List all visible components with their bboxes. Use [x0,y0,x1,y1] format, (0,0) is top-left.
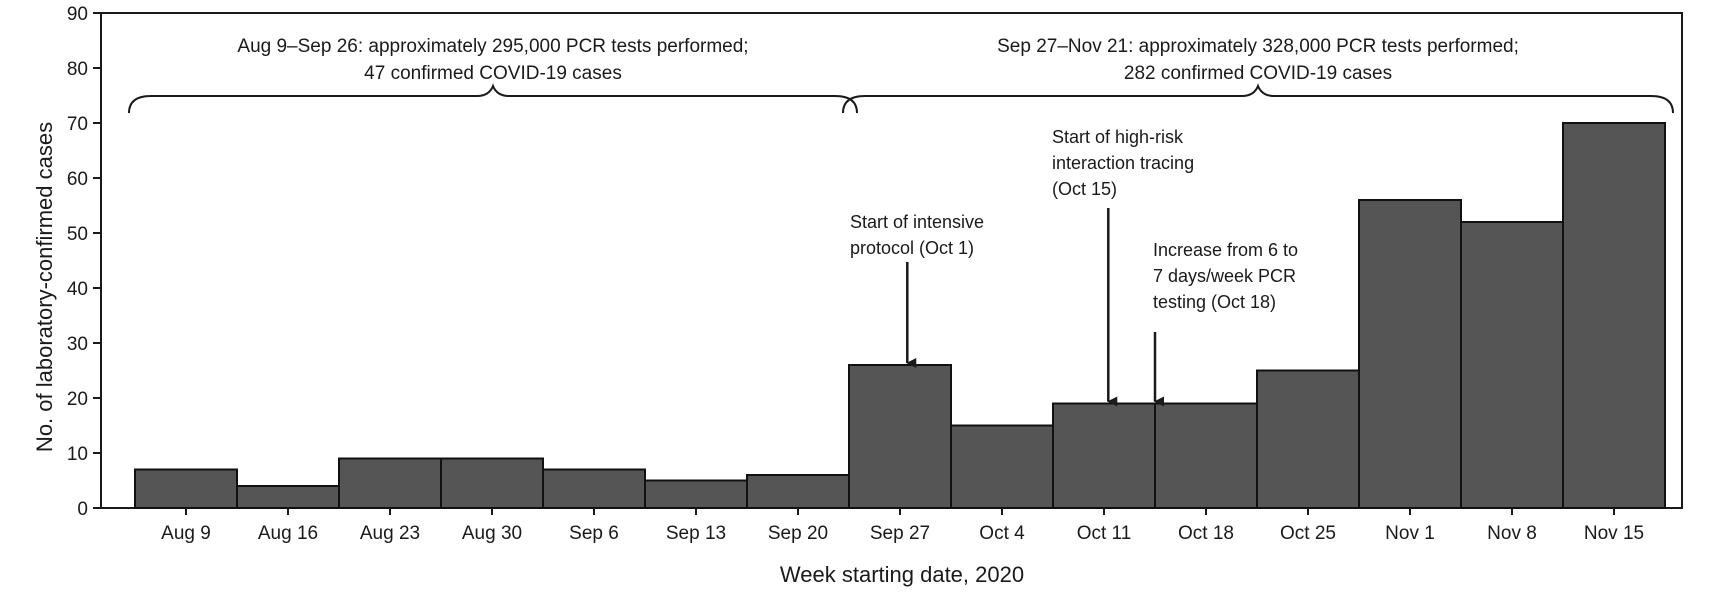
annotation-label: testing (Oct 18) [1153,292,1276,312]
annotation-label: protocol (Oct 1) [850,238,974,258]
annotation-label: Start of intensive [850,212,984,232]
period-label: Sep 27–Nov 21: approximately 328,000 PCR… [997,36,1519,57]
x-axis-title: Week starting date, 2020 [780,562,1024,587]
y-tick-label: 40 [67,279,88,300]
bar [236,485,340,509]
annotation-label: Increase from 6 to [1153,240,1298,260]
bar [542,468,646,509]
y-tick-label: 30 [67,334,88,355]
x-tick-label: Aug 9 [161,523,211,544]
bar [746,474,850,509]
bar [1562,122,1666,509]
y-tick-label: 90 [67,4,88,25]
bar [440,457,544,509]
x-tick-label: Oct 18 [1178,523,1234,544]
y-tick-label: 0 [77,499,88,520]
annotation-label: Start of high-risk [1052,127,1184,147]
x-tick-label: Sep 6 [569,523,619,544]
bar [950,424,1054,509]
y-tick-label: 20 [67,389,88,410]
x-tick-label: Oct 4 [979,523,1025,544]
period-brace [842,83,1674,114]
period-label: Aug 9–Sep 26: approximately 295,000 PCR … [237,36,748,57]
x-tick-label: Sep 13 [666,523,726,544]
bar [1154,402,1258,509]
y-tick-label: 70 [67,114,88,135]
period-label: 282 confirmed COVID-19 cases [1124,63,1392,84]
x-tick-label: Sep 27 [870,523,930,544]
y-tick-label: 80 [67,59,88,80]
y-tick-label: 10 [67,444,88,465]
annotation-label: 7 days/week PCR [1153,266,1296,286]
y-axis-title: No. of laboratory-confirmed cases [32,122,57,452]
bar [644,479,748,509]
x-tick-label: Nov 1 [1385,523,1435,544]
x-tick-label: Aug 23 [360,523,420,544]
x-tick-label: Aug 30 [462,523,522,544]
x-tick-label: Sep 20 [768,523,828,544]
annotation-label: interaction tracing [1052,153,1194,173]
x-tick-label: Oct 25 [1280,523,1336,544]
y-tick-label: 60 [67,169,88,190]
x-tick-label: Oct 11 [1077,523,1132,544]
bar [1358,199,1462,509]
bar [1256,369,1360,509]
bar [1460,221,1564,509]
y-tick-label: 50 [67,224,88,245]
bar [1052,402,1156,509]
x-tick-label: Aug 16 [258,523,318,544]
bar [338,457,442,509]
bar [848,364,952,509]
x-tick-label: Nov 8 [1487,523,1537,544]
x-tick-label: Nov 15 [1584,523,1644,544]
bar [134,468,238,509]
period-label: 47 confirmed COVID-19 cases [364,63,622,84]
period-brace [128,83,858,114]
annotation-label: (Oct 15) [1052,179,1117,199]
